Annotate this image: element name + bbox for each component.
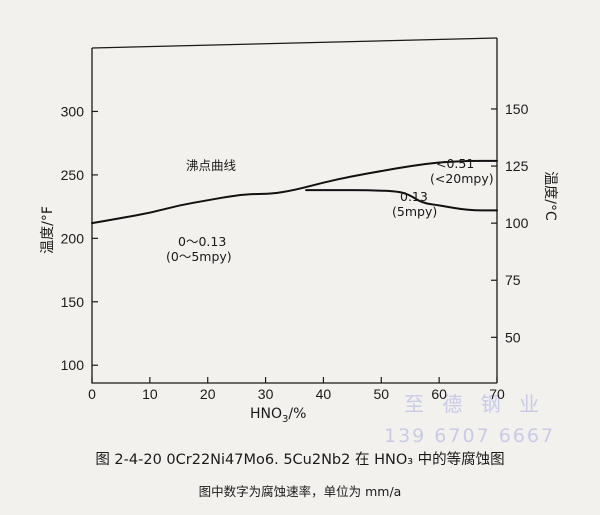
x-tick-label: 30 <box>258 386 274 402</box>
y-left-tick-label: 100 <box>61 357 85 373</box>
y-right-tick-label: 150 <box>505 101 529 117</box>
x-tick-label: 10 <box>142 386 158 402</box>
annotation-high-rate-2: (<20mpy) <box>430 171 494 186</box>
x-tick-label: 40 <box>316 386 332 402</box>
annotation-low-rate-1: 0～0.13 <box>178 234 226 249</box>
y-left-tick-label: 200 <box>61 230 85 246</box>
x-tick-label: 50 <box>373 386 389 402</box>
annotation-013-2: (5mpy) <box>392 204 437 219</box>
iso-corrosion-curve-013 <box>305 189 498 212</box>
x-tick-label: 20 <box>200 386 216 402</box>
y-left-tick-label: 250 <box>61 167 85 183</box>
y-left-tick-label: 300 <box>61 103 85 119</box>
y-right-label: 温度/°C <box>542 171 558 221</box>
x-tick-label: 60 <box>431 386 447 402</box>
watermark-text-2: 139 6707 6667 <box>384 425 555 447</box>
annotation-013-1: 0.13 <box>400 189 428 204</box>
y-right-tick-label: 50 <box>505 329 521 345</box>
x-tick-label: 0 <box>88 386 96 402</box>
curves <box>91 159 498 225</box>
figure-subcaption: 图中数字为腐蚀速率，单位为 mm/a <box>198 484 402 499</box>
y-right-tick-label: 75 <box>505 272 521 288</box>
y-left-label: 温度/°F <box>40 206 56 254</box>
annotation-low-rate-2: (0～5mpy) <box>166 249 232 264</box>
figure-caption: 图 2-4-20 0Cr22Ni47Mo6. 5Cu2Nb2 在 HNO₃ 中的… <box>95 452 505 468</box>
x-tick-label: 70 <box>489 386 505 402</box>
left-axis-ticks: 100 150 200 250 300 <box>61 103 98 373</box>
annotation-high-rate-1: <0.51 <box>436 156 474 171</box>
y-right-tick-label: 100 <box>505 215 529 231</box>
watermark-text-1: 至 德 钢 业 <box>404 392 545 416</box>
annotation-boiling-curve: 沸点曲线 <box>186 158 237 173</box>
right-axis-ticks: 50 75 100 125 150 <box>491 101 529 345</box>
y-right-tick-label: 125 <box>505 158 529 174</box>
top-border <box>91 37 498 49</box>
x-axis-ticks: 0 10 20 30 40 50 60 70 <box>88 377 505 402</box>
x-axis-label: HNO3/% <box>250 406 306 425</box>
boiling-point-curve <box>91 159 498 225</box>
y-left-tick-label: 150 <box>61 294 85 310</box>
